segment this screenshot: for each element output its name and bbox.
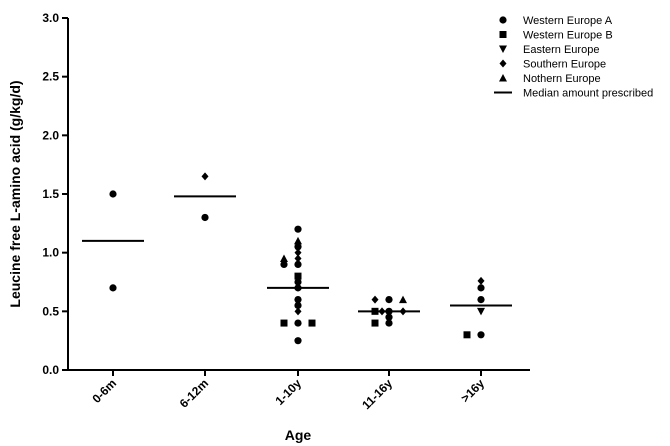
legend-label: Eastern Europe (523, 44, 599, 56)
circle-point (109, 190, 117, 198)
circle-point (385, 296, 393, 304)
circle-point (294, 296, 302, 304)
diamond-point (201, 172, 209, 181)
diamond-point (371, 295, 379, 304)
legend-label: Western Europe A (523, 15, 613, 27)
square-point (371, 307, 379, 315)
x-tick-label: 11-16y (359, 376, 395, 412)
y-tick-label: 3.0 (42, 11, 59, 25)
legend-label: Median amount prescribed (523, 88, 653, 100)
square-point (280, 319, 288, 327)
legend-square-marker (499, 31, 507, 38)
y-tick-label: 0.0 (42, 363, 59, 377)
diamond-point (378, 307, 386, 316)
triangle-up-point (399, 295, 407, 304)
x-tick-label: 1-10y (273, 376, 305, 408)
circle-point (477, 284, 485, 292)
legend-diamond-marker (499, 59, 507, 68)
x-tick-label: >16y (458, 376, 487, 405)
legend-circle-marker (499, 16, 507, 24)
diamond-point (294, 307, 302, 316)
legend-triangle-down-marker (499, 45, 507, 53)
circle-point (294, 243, 302, 251)
y-axis-title: Leucine free L-amino acid (g/kg/d) (7, 80, 23, 307)
y-tick-label: 1.5 (42, 187, 59, 201)
circle-point (294, 284, 302, 292)
circle-point (385, 319, 393, 327)
x-tick-label: 6-12m (177, 376, 211, 410)
square-point (371, 319, 379, 327)
axes: 0.0 0.5 1.0 1.5 2.0 2.5 3.0 0-6m 6-12m 1-10y 11-1… (42, 11, 530, 412)
x-tick-label: 0-6m (89, 376, 119, 406)
triangle-down-point (477, 307, 485, 316)
circle-point (294, 337, 302, 345)
circle-point (201, 213, 209, 222)
circle-point (385, 307, 393, 315)
y-tick-label: 1.0 (42, 246, 59, 260)
y-tick-label: 2.0 (42, 128, 59, 142)
circle-point (477, 331, 485, 339)
diamond-point (477, 276, 485, 285)
circle-point (294, 260, 302, 268)
x-axis-title: Age (285, 427, 312, 443)
diamond-point (294, 254, 302, 263)
circle-point (477, 296, 485, 304)
y-ticks: 0.0 0.5 1.0 1.5 2.0 2.5 3.0 (42, 11, 68, 377)
circle-point (109, 284, 117, 292)
legend-triangle-up-marker (499, 74, 507, 82)
circle-point (280, 260, 288, 268)
diamond-point (294, 248, 302, 257)
y-tick-label: 2.5 (42, 70, 59, 84)
legend-label: Southern Europe (523, 59, 606, 71)
triangle-up-point (280, 254, 288, 263)
data-points (109, 172, 485, 345)
diamond-point (399, 307, 407, 316)
square-point (294, 272, 302, 280)
y-tick-label: 0.5 (42, 304, 59, 318)
circle-point (385, 313, 393, 321)
square-point (308, 319, 316, 327)
circle-point (294, 301, 302, 310)
circle-point (294, 225, 302, 233)
legend-label: Western Europe B (523, 30, 613, 42)
circle-point (294, 319, 302, 327)
triangle-up-point (294, 236, 302, 245)
legend-label: Nothern Europe (523, 73, 601, 85)
legend: Western Europe A Western Europe B Eastern … (494, 15, 653, 100)
circle-point (294, 278, 302, 286)
x-ticks: 0-6m 6-12m 1-10y 11-16y >16y (89, 370, 487, 412)
square-point (463, 331, 471, 339)
